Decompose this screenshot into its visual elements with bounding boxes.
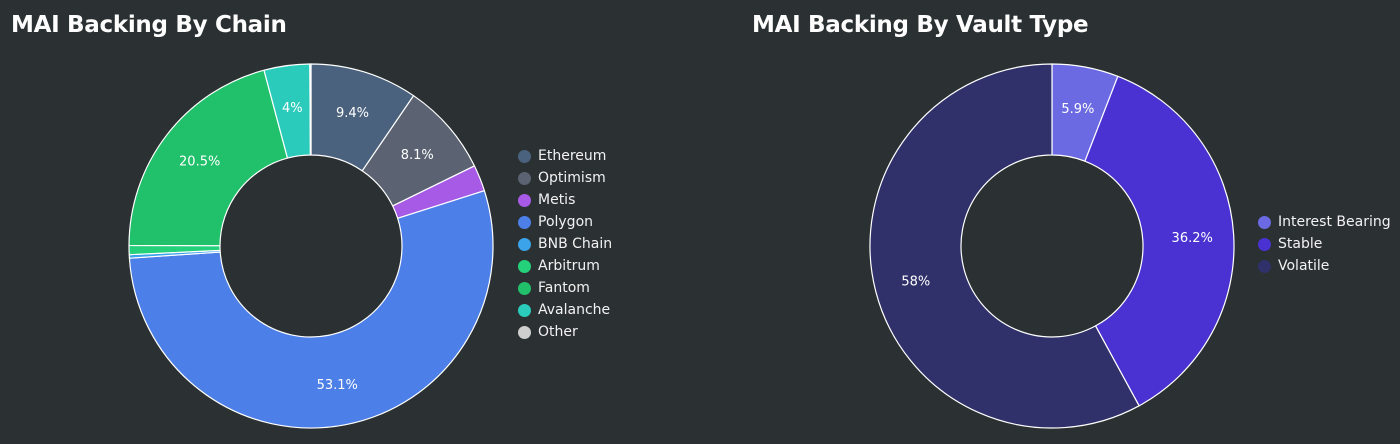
legend-swatch — [518, 149, 531, 163]
chain-chart-legend: Ethereum Optimism Metis Polygon BNB Chain Arb… — [518, 145, 612, 343]
legend-swatch — [518, 193, 531, 207]
legend-label: Metis — [538, 192, 576, 208]
legend-label: Other — [538, 324, 578, 340]
data-label-optimism: 8.1% — [401, 148, 434, 163]
legend-item-avalanche[interactable]: Avalanche — [518, 299, 612, 321]
legend-label: Interest Bearing — [1278, 214, 1391, 230]
legend-item-ethereum[interactable]: Ethereum — [518, 145, 612, 167]
vault-chart-panel: MAI Backing By Vault Type 5.9% 36.2% 58% I… — [700, 0, 1400, 444]
legend-swatch — [518, 171, 531, 185]
legend-swatch — [518, 325, 531, 339]
legend-label: BNB Chain — [538, 236, 613, 252]
legend-swatch — [518, 237, 531, 251]
legend-label: Avalanche — [538, 302, 611, 318]
legend-item-arbitrum[interactable]: Arbitrum — [518, 255, 612, 277]
legend-swatch — [1258, 259, 1271, 273]
legend-label: Optimism — [538, 170, 606, 186]
legend-item-other[interactable]: Other — [518, 321, 612, 343]
legend-swatch — [518, 281, 531, 295]
data-label-volatile: 58% — [901, 275, 930, 290]
legend-item-optimism[interactable]: Optimism — [518, 167, 612, 189]
slice-polygon[interactable] — [128, 190, 494, 429]
legend-item-interest-bearing[interactable]: Interest Bearing — [1258, 211, 1391, 233]
chain-chart-title: MAI Backing By Chain — [11, 12, 287, 38]
legend-item-stable[interactable]: Stable — [1258, 233, 1391, 255]
legend-item-bnb-chain[interactable]: BNB Chain — [518, 233, 612, 255]
chain-donut-chart: 9.4% 8.1% 53.1% 20.5% 4% — [128, 63, 494, 429]
slice-other[interactable] — [309, 63, 312, 156]
data-label-avalanche: 4% — [282, 101, 303, 116]
data-label-stable: 36.2% — [1172, 231, 1213, 246]
legend-item-volatile[interactable]: Volatile — [1258, 255, 1391, 277]
legend-label: Fantom — [538, 280, 590, 296]
legend-swatch — [1258, 237, 1271, 251]
legend-swatch — [518, 215, 531, 229]
slice-fantom[interactable] — [128, 69, 289, 247]
chain-chart-panel: MAI Backing By Chain 9.4% 8.1% 53.1% 20.5% 4… — [11, 12, 612, 429]
vault-chart-legend: Interest Bearing Stable Volatile — [1258, 211, 1391, 277]
vault-type-donut-chart: 5.9% 36.2% 58% — [869, 63, 1235, 429]
data-label-fantom: 20.5% — [179, 154, 220, 169]
legend-swatch — [1258, 215, 1271, 229]
legend-label: Ethereum — [538, 148, 607, 164]
legend-item-fantom[interactable]: Fantom — [518, 277, 612, 299]
slice-stable[interactable] — [1084, 75, 1235, 407]
legend-label: Polygon — [538, 214, 594, 230]
slice-volatile[interactable] — [869, 63, 1140, 429]
legend-label: Stable — [1278, 236, 1323, 252]
data-label-ethereum: 9.4% — [336, 106, 369, 121]
legend-swatch — [518, 259, 531, 273]
legend-item-polygon[interactable]: Polygon — [518, 211, 612, 233]
legend-swatch — [518, 303, 531, 317]
data-label-interest-bearing: 5.9% — [1061, 102, 1094, 117]
legend-label: Volatile — [1278, 258, 1330, 274]
data-label-polygon: 53.1% — [317, 378, 358, 393]
vault-chart-title: MAI Backing By Vault Type — [752, 12, 1089, 38]
legend-item-metis[interactable]: Metis — [518, 189, 612, 211]
legend-label: Arbitrum — [538, 258, 600, 274]
